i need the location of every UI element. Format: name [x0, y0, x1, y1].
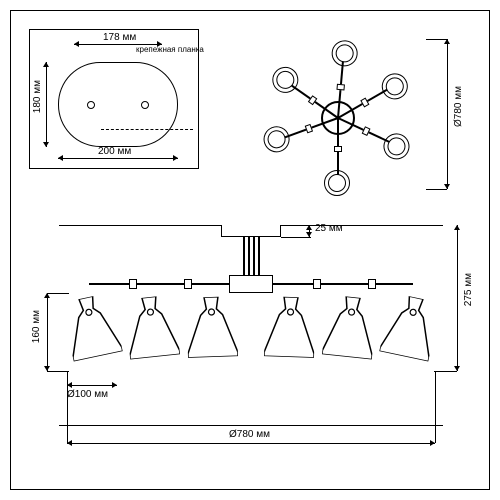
label-mount-width: 200 мм [98, 146, 131, 157]
dim-top-diameter [447, 39, 448, 189]
drawing-frame: 178 мм крепежная планка 200 мм 180 мм Ø7… [10, 10, 490, 490]
mount-detail-box: 178 мм крепежная планка 200 мм 180 мм [29, 29, 199, 169]
shade-0 [61, 292, 122, 361]
shade-5 [379, 292, 440, 361]
mount-hole-left [87, 101, 95, 109]
dim-total-diameter [67, 443, 435, 444]
stem [243, 237, 259, 275]
mount-hole-right [141, 101, 149, 109]
label-bracket-text: крепежная планка [136, 46, 204, 55]
dim-shade-height [47, 293, 48, 371]
topview-arm-5 [288, 83, 338, 119]
label-total-height: 275 мм [463, 273, 474, 306]
mount-plate [58, 62, 178, 147]
topview-arm-3 [337, 118, 339, 178]
dim-mount-width [58, 158, 178, 159]
baseline [59, 425, 443, 426]
side-arm-left [89, 283, 229, 285]
dim-mount-thickness [309, 225, 310, 237]
shade-1 [124, 295, 180, 360]
ext-top-2 [426, 189, 447, 190]
shade-3 [264, 296, 316, 358]
bracket-guide [101, 129, 193, 139]
label-shade-height: 160 мм [31, 310, 42, 343]
shade-2 [186, 296, 238, 358]
dim-mount-height [46, 62, 47, 147]
label-total-diameter: Ø780 мм [229, 429, 270, 440]
side-arm-right [273, 283, 413, 285]
side-view: 160 мм Ø100 мм 25 мм 275 мм Ø780 мм [29, 225, 473, 465]
label-shade-diameter: Ø100 мм [67, 389, 108, 400]
label-mount-height: 180 мм [32, 80, 43, 113]
top-view [246, 36, 426, 196]
label-top-diameter: Ø780 мм [453, 86, 464, 127]
ceiling-mount [221, 225, 281, 237]
dim-total-height [457, 225, 458, 371]
ext-top-1 [426, 39, 447, 40]
dim-shade-diameter [67, 385, 117, 386]
hub-side [229, 275, 273, 293]
label-bracket-width: 178 мм [103, 32, 136, 43]
label-mount-thickness: 25 мм [315, 223, 343, 234]
shade-4 [322, 295, 378, 360]
